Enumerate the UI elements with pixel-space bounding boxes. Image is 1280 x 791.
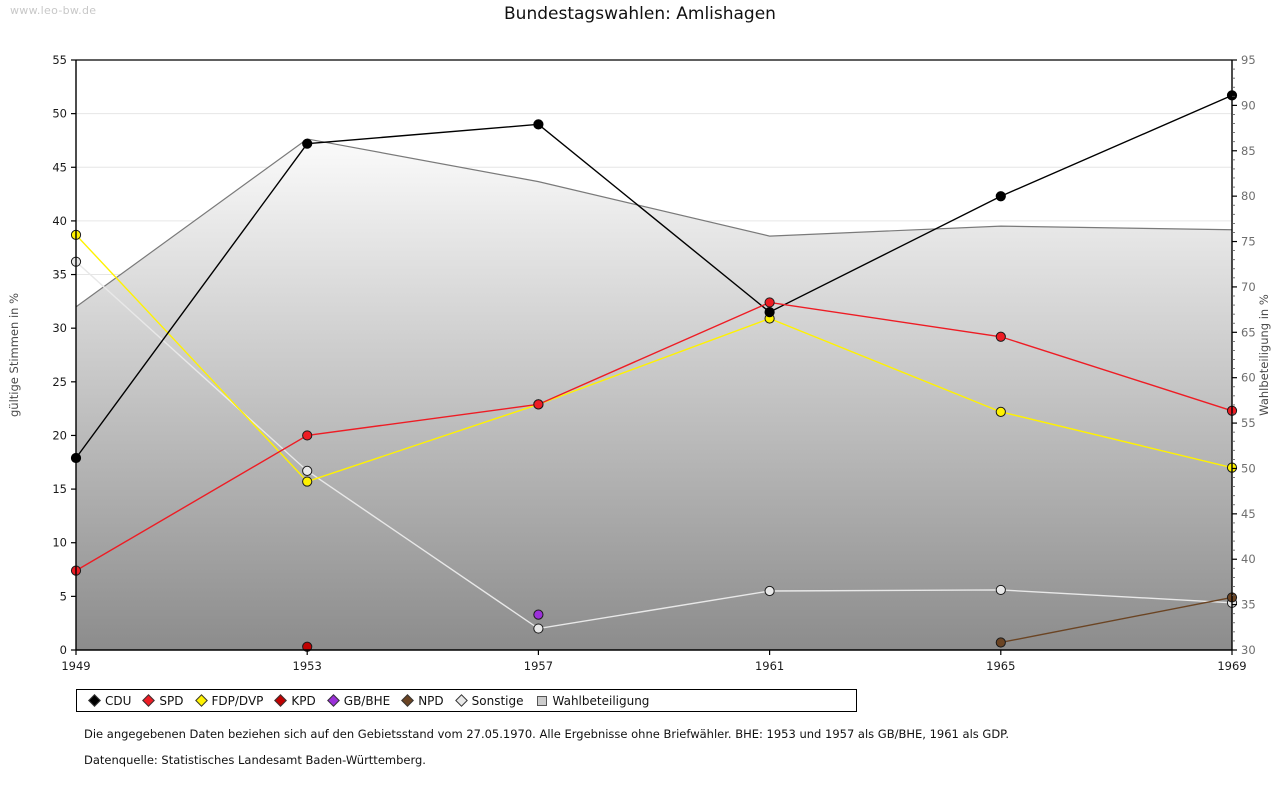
tick-label-right: 60 <box>1241 371 1256 385</box>
tick-label-right: 40 <box>1241 552 1256 566</box>
chart-legend: CDU SPD FDP/DVP KPD GB/BHE NPD Sonstige Wahlbet… <box>76 689 857 712</box>
tick-label-left: 5 <box>60 589 67 603</box>
tick-label-right: 70 <box>1241 280 1256 294</box>
datapoint-npd[interactable] <box>995 637 1006 648</box>
tick-label-left: 25 <box>52 375 67 389</box>
tick-label-right: 30 <box>1241 643 1256 657</box>
wahlbeteiligung-area <box>76 138 1232 650</box>
tick-label-right: 35 <box>1241 598 1256 612</box>
series-line-cdu <box>75 94 1233 459</box>
legend-item-label: NPD <box>418 693 444 708</box>
footnote-data-source: Datenquelle: Statistisches Landesamt Bad… <box>84 753 426 767</box>
tick-label-left: 0 <box>60 643 67 657</box>
legend-item-label: CDU <box>105 693 132 708</box>
datapoint-cdu[interactable] <box>995 191 1006 202</box>
tick-label-left: 10 <box>52 536 67 550</box>
datapoint-sonstige[interactable] <box>533 623 544 634</box>
tick-label-x: 1969 <box>1217 659 1246 673</box>
chart-title: Bundestagswahlen: Amlishagen <box>504 4 776 24</box>
axis-title-left: gültige Stimmen in % <box>7 293 21 417</box>
legend-diamond-icon <box>194 694 208 707</box>
datapoint-fdp-dvp[interactable] <box>995 406 1006 417</box>
tick-label-left: 40 <box>52 214 67 228</box>
legend-item-label: FDP/DVP <box>211 693 264 708</box>
tick-label-right: 45 <box>1241 507 1256 521</box>
legend-item-spd[interactable]: SPD <box>142 693 184 708</box>
legend-item-sonstige[interactable]: Sonstige <box>454 693 524 708</box>
legend-item-cdu[interactable]: CDU <box>88 693 132 708</box>
legend-diamond-icon <box>454 694 468 707</box>
datapoint-cdu[interactable] <box>302 138 313 149</box>
tick-label-left: 15 <box>52 482 67 496</box>
legend-item-label: SPD <box>159 693 184 708</box>
legend-item-label: GB/BHE <box>343 693 391 708</box>
datapoint-spd[interactable] <box>764 297 775 308</box>
datapoint-sonstige[interactable] <box>995 584 1006 596</box>
tick-label-x: 1961 <box>755 659 784 673</box>
datapoint-sonstige[interactable] <box>302 465 313 476</box>
legend-item-label: Sonstige <box>471 693 524 708</box>
chart-svg: 0 5 10 15 20 25 30 35 40 45 50 55 30 35 40 45 50 55 60 65 70… <box>7 53 1271 673</box>
datapoint-spd[interactable] <box>533 399 544 410</box>
datapoint-spd[interactable] <box>995 331 1006 342</box>
axis-title-right: Wahlbeteiligung in % <box>1257 294 1271 416</box>
legend-item-fdp-dvp[interactable]: FDP/DVP <box>194 693 264 708</box>
tick-label-right: 85 <box>1241 144 1256 158</box>
legend-diamond-icon <box>142 694 156 707</box>
series-line-spd <box>75 301 1233 572</box>
tick-label-right: 90 <box>1241 98 1256 112</box>
legend-diamond-icon <box>88 694 101 707</box>
datapoint-fdp-dvp[interactable] <box>302 476 313 487</box>
legend-diamond-icon <box>326 694 340 707</box>
datapoint-cdu[interactable] <box>764 306 775 318</box>
series-line-npd <box>1000 596 1233 644</box>
legend-item-wahlbeteiligung[interactable]: Wahlbeteiligung <box>536 693 650 708</box>
tick-label-left: 55 <box>52 53 67 67</box>
legend-diamond-icon <box>274 694 288 707</box>
tick-label-right: 50 <box>1241 461 1256 475</box>
tick-label-left: 20 <box>52 428 67 442</box>
tick-label-left: 45 <box>52 160 67 174</box>
tick-label-right: 95 <box>1241 53 1256 67</box>
tick-label-x: 1965 <box>986 659 1015 673</box>
series-line-fdp-dvp <box>75 234 1233 483</box>
legend-diamond-icon <box>401 694 415 707</box>
tick-label-right: 55 <box>1241 416 1256 430</box>
chart-plot-area: 0 5 10 15 20 25 30 35 40 45 50 55 30 35 40 45 50 55 60 65 70… <box>7 53 1271 673</box>
legend-square-icon <box>536 695 547 706</box>
legend-item-label: KPD <box>291 693 316 708</box>
datapoint-spd[interactable] <box>302 430 313 441</box>
datapoint-sonstige[interactable] <box>764 585 775 597</box>
tick-label-left: 50 <box>52 107 67 121</box>
legend-item-npd[interactable]: NPD <box>401 693 444 708</box>
tick-label-left: 30 <box>52 321 67 335</box>
tick-label-x: 1957 <box>524 659 553 673</box>
series-line-sonstige <box>75 261 1233 630</box>
footnote-data-basis: Die angegebenen Daten beziehen sich auf … <box>84 727 1009 741</box>
legend-item-kpd[interactable]: KPD <box>274 693 316 708</box>
legend-item-label: Wahlbeteiligung <box>552 693 650 708</box>
tick-label-right: 80 <box>1241 189 1256 203</box>
datapoint-cdu[interactable] <box>533 119 544 130</box>
tick-label-left: 35 <box>52 268 67 282</box>
tick-label-x: 1949 <box>61 659 90 673</box>
tick-label-x: 1953 <box>293 659 322 673</box>
wahlbeteiligung-line <box>75 138 1233 308</box>
tick-label-right: 65 <box>1241 325 1256 339</box>
site-watermark: www.leo-bw.de <box>10 4 97 17</box>
datapoint-gb-bhe[interactable] <box>533 609 544 620</box>
legend-item-gb-bhe[interactable]: GB/BHE <box>326 693 391 708</box>
tick-label-right: 75 <box>1241 235 1256 249</box>
